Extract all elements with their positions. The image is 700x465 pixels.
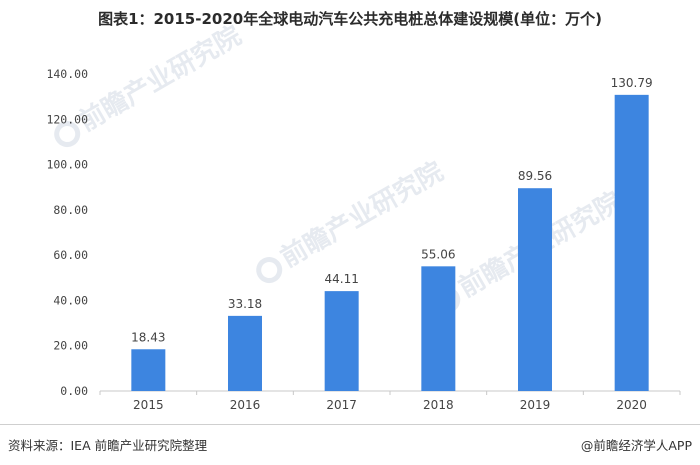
- data-label: 130.79: [611, 76, 653, 90]
- x-tick-label: 2020: [616, 398, 647, 412]
- bar: [421, 266, 456, 391]
- y-tick-label: 40.00: [53, 293, 88, 307]
- x-tick-label: 2018: [423, 398, 454, 412]
- bar: [614, 94, 649, 392]
- data-label: 89.56: [518, 169, 552, 183]
- y-tick-label: 20.00: [53, 339, 88, 353]
- y-tick-label: 120.00: [46, 112, 88, 126]
- y-tick-label: 0.00: [60, 384, 88, 398]
- x-tick-label: 2016: [230, 398, 261, 412]
- y-tick-label: 60.00: [53, 248, 88, 262]
- data-label: 18.43: [131, 330, 165, 344]
- y-tick-label: 100.00: [46, 158, 88, 172]
- bar: [518, 188, 552, 391]
- brand-credit: @前瞻经济学人APP: [580, 438, 692, 453]
- x-tick-label: 2017: [326, 398, 357, 412]
- bar: [324, 291, 359, 391]
- bar: [228, 315, 262, 391]
- x-tick-label: 2019: [520, 398, 551, 412]
- y-tick-label: 80.00: [53, 203, 88, 217]
- bar: [131, 349, 166, 391]
- source-note: 资料来源：IEA 前瞻产业研究院整理: [8, 438, 208, 453]
- data-label: 33.18: [228, 297, 262, 311]
- x-tick-label: 2015: [133, 398, 164, 412]
- chart-title: 图表1：2015-2020年全球电动汽车公共充电桩总体建设规模(单位：万个): [98, 10, 602, 28]
- bar-chart: 0.00 20.00 40.00 60.00 80.00 100.00 120.00 140.…: [46, 67, 681, 412]
- data-label: 44.11: [324, 272, 358, 286]
- y-tick-label: 140.00: [46, 67, 88, 81]
- footer: 资料来源：IEA 前瞻产业研究院整理 @前瞻经济学人APP: [0, 424, 700, 465]
- data-label: 55.06: [421, 247, 455, 261]
